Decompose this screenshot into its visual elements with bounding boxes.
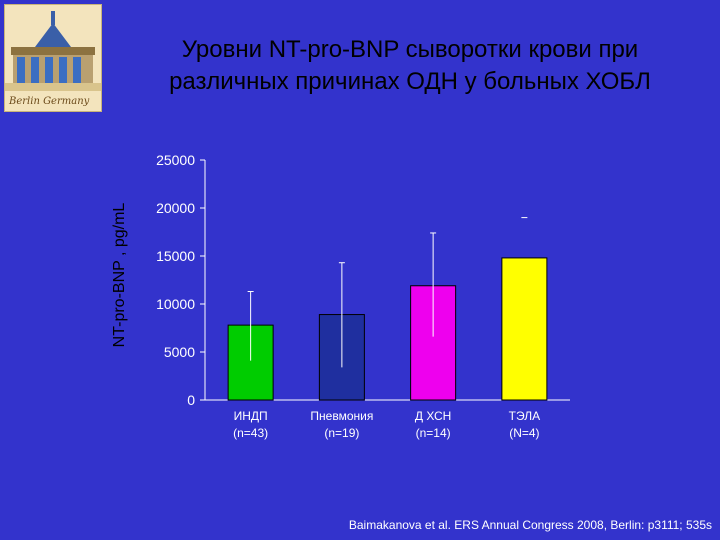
y-tick-label: 5000 [164, 344, 195, 360]
y-axis-title: NT-pro-BNP , pg/mL [111, 203, 128, 348]
x-tick-sublabel: (n=43) [233, 426, 268, 440]
bar [501, 257, 548, 401]
x-tick-sublabel: (n=14) [416, 426, 451, 440]
bars [227, 257, 548, 401]
y-tick-label: 20000 [156, 200, 195, 216]
x-tick-sublabel: (n=19) [324, 426, 359, 440]
y-tick-label: 15000 [156, 248, 195, 264]
title-line-2: различных причинах ОДН у больных ХОБЛ [169, 68, 651, 95]
y-tick-label: 10000 [156, 296, 195, 312]
logo-text: Berlin Germany [9, 96, 90, 107]
x-tick-label: ИНДП [234, 409, 268, 423]
x-axis-labels: ИНДП (n=43) Пневмония (n=19) Д ХСН (n=14) ТЭЛА… [233, 409, 540, 440]
error-bars [247, 217, 528, 368]
y-axis-ticks: 0 5000 10000 15000 20000 25000 [156, 152, 205, 408]
brandenburg-gate-icon [5, 5, 101, 111]
berlin-logo: Berlin Germany [4, 4, 102, 112]
title-line-1: Уровни NT-pro-BNP сыворотки крови при [181, 36, 639, 63]
x-tick-label: Пневмония [310, 409, 373, 423]
y-tick-label: 0 [187, 392, 195, 408]
x-tick-label: ТЭЛА [509, 409, 540, 423]
source-citation: Baimakanova et al. ERS Annual Congress 2… [348, 518, 712, 532]
x-tick-label: Д ХСН [415, 409, 451, 423]
x-tick-sublabel: (N=4) [509, 426, 539, 440]
slide-title: Уровни NT-pro-BNP сыворотки крови при ра… [110, 34, 710, 98]
y-tick-label: 25000 [156, 152, 195, 168]
